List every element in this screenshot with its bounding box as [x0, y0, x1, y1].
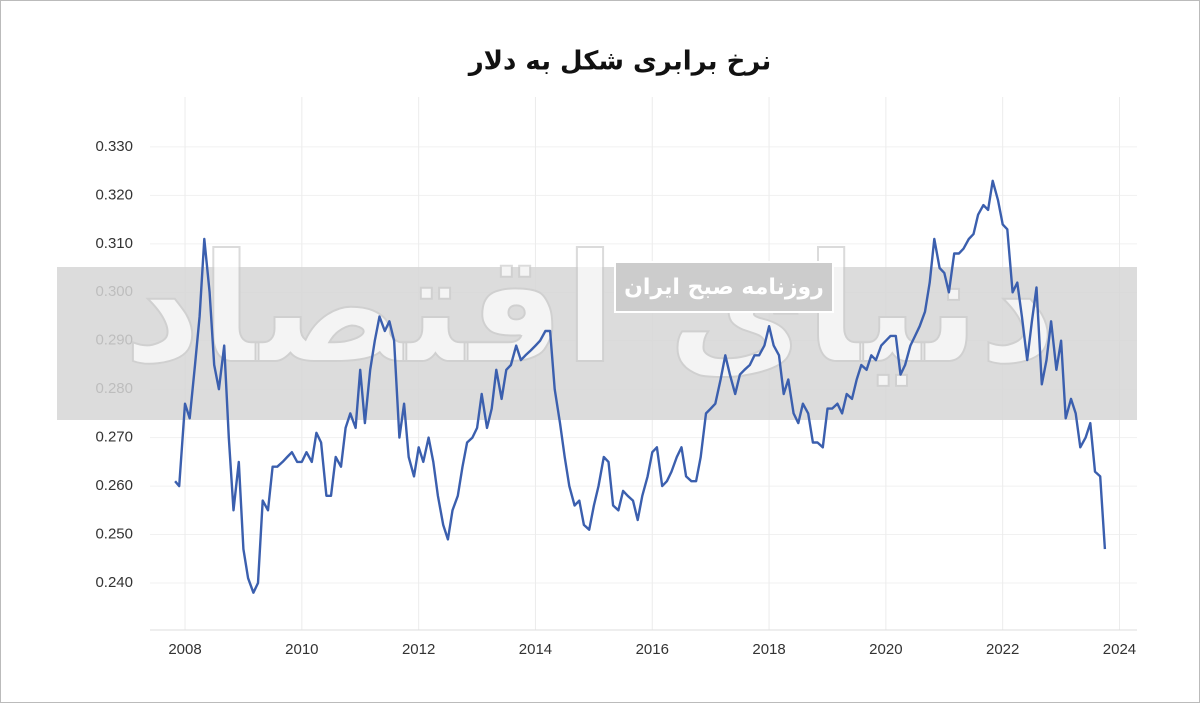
chart-title: نرخ برابری شکل به دلار — [467, 47, 772, 77]
watermark-band — [57, 267, 1137, 420]
y-tick-label: 0.330 — [95, 138, 133, 155]
x-tick-label: 2020 — [869, 641, 902, 658]
y-tick-label: 0.240 — [95, 574, 133, 591]
x-tick-label: 2012 — [402, 641, 435, 658]
watermark-logo: دنیای اقتصاد — [124, 223, 1057, 397]
x-tick-label: 2008 — [168, 641, 201, 658]
data-line — [174, 179, 1107, 594]
x-tick-label: 2022 — [986, 641, 1019, 658]
x-tick-label: 2014 — [519, 641, 552, 658]
y-tick-label: 0.270 — [95, 429, 133, 446]
y-tick-label: 0.310 — [95, 235, 133, 252]
y-tick-label: 0.250 — [95, 526, 133, 543]
x-tick-label: 2010 — [285, 641, 318, 658]
x-tick-label: 2024 — [1103, 641, 1136, 658]
y-tick-label: 0.260 — [95, 477, 133, 494]
watermark-tagline: روزنامه صبح ایران — [624, 275, 824, 300]
watermark-box — [614, 261, 834, 313]
x-tick-label: 2016 — [636, 641, 669, 658]
y-tick-label: 0.320 — [95, 186, 133, 203]
x-tick-label: 2018 — [752, 641, 785, 658]
